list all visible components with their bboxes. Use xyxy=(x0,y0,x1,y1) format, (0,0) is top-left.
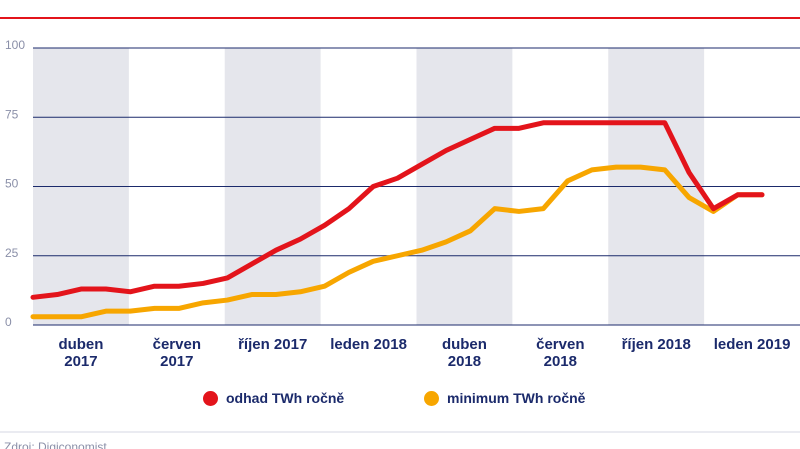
x-tick-label: duben 2017 xyxy=(58,336,104,370)
legend-label: odhad TWh ročně xyxy=(226,390,345,406)
x-tick-label: červen 2018 xyxy=(536,336,585,370)
x-tick-label: leden 2019 xyxy=(713,336,791,353)
x-tick-label: říjen 2017 xyxy=(238,336,308,353)
y-tick-label: 50 xyxy=(5,177,19,191)
y-tick-label: 0 xyxy=(5,315,12,329)
y-tick-label: 75 xyxy=(5,107,19,121)
source: Zdroj: Digiconomist xyxy=(4,440,107,449)
legend-label: minimum TWh ročně xyxy=(447,390,586,406)
x-tick-label: červen 2017 xyxy=(152,336,201,370)
legend-swatch xyxy=(203,391,218,406)
series-line xyxy=(30,120,765,300)
series-line xyxy=(30,164,765,320)
legend-swatch xyxy=(424,391,439,406)
x-tick-label: duben 2018 xyxy=(441,336,487,370)
legend-item: odhad TWh ročně xyxy=(203,389,344,407)
x-tick-label: říjen 2018 xyxy=(621,336,691,353)
y-tick-label: 100 xyxy=(5,38,25,52)
y-tick-label: 25 xyxy=(5,246,19,260)
legend-item: minimum TWh ročně xyxy=(424,389,585,407)
x-tick-label: leden 2018 xyxy=(330,336,407,353)
